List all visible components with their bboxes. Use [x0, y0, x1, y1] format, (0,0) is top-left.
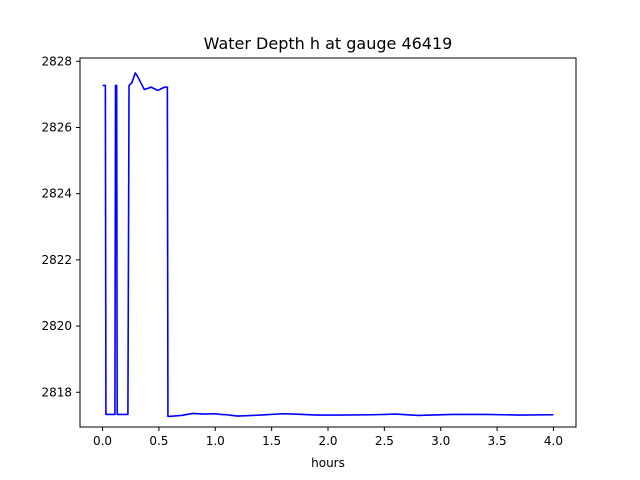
x-tick-label: 1.0	[206, 434, 225, 448]
y-tick-label: 2826	[41, 120, 72, 134]
x-tick-label: 2.0	[318, 434, 337, 448]
series-line-water-depth	[102, 72, 554, 418]
x-tick-label: 0.5	[149, 434, 168, 448]
x-tick-label: 1.5	[262, 434, 281, 448]
y-tick-label: 2820	[41, 319, 72, 333]
y-tick-label: 2824	[41, 187, 72, 201]
x-tick-label: 4.0	[544, 434, 563, 448]
y-tick-label: 2818	[41, 385, 72, 399]
x-axis-label: hours	[311, 456, 345, 470]
x-tick-label: 0.0	[93, 434, 112, 448]
y-tick-label: 2822	[41, 253, 72, 267]
series-layer	[102, 72, 554, 418]
y-axis-ticks: 2818 2820 2822 2824 2826 2828	[41, 54, 80, 399]
x-tick-label: 2.5	[375, 434, 394, 448]
y-tick-label: 2828	[41, 54, 72, 68]
x-axis-ticks: 0.0 0.5 1.0 1.5 2.0 2.5 3.0 3.5 4.0	[93, 427, 563, 448]
chart-title: Water Depth h at gauge 46419	[204, 34, 453, 53]
x-tick-label: 3.0	[431, 434, 450, 448]
x-tick-label: 3.5	[488, 434, 507, 448]
